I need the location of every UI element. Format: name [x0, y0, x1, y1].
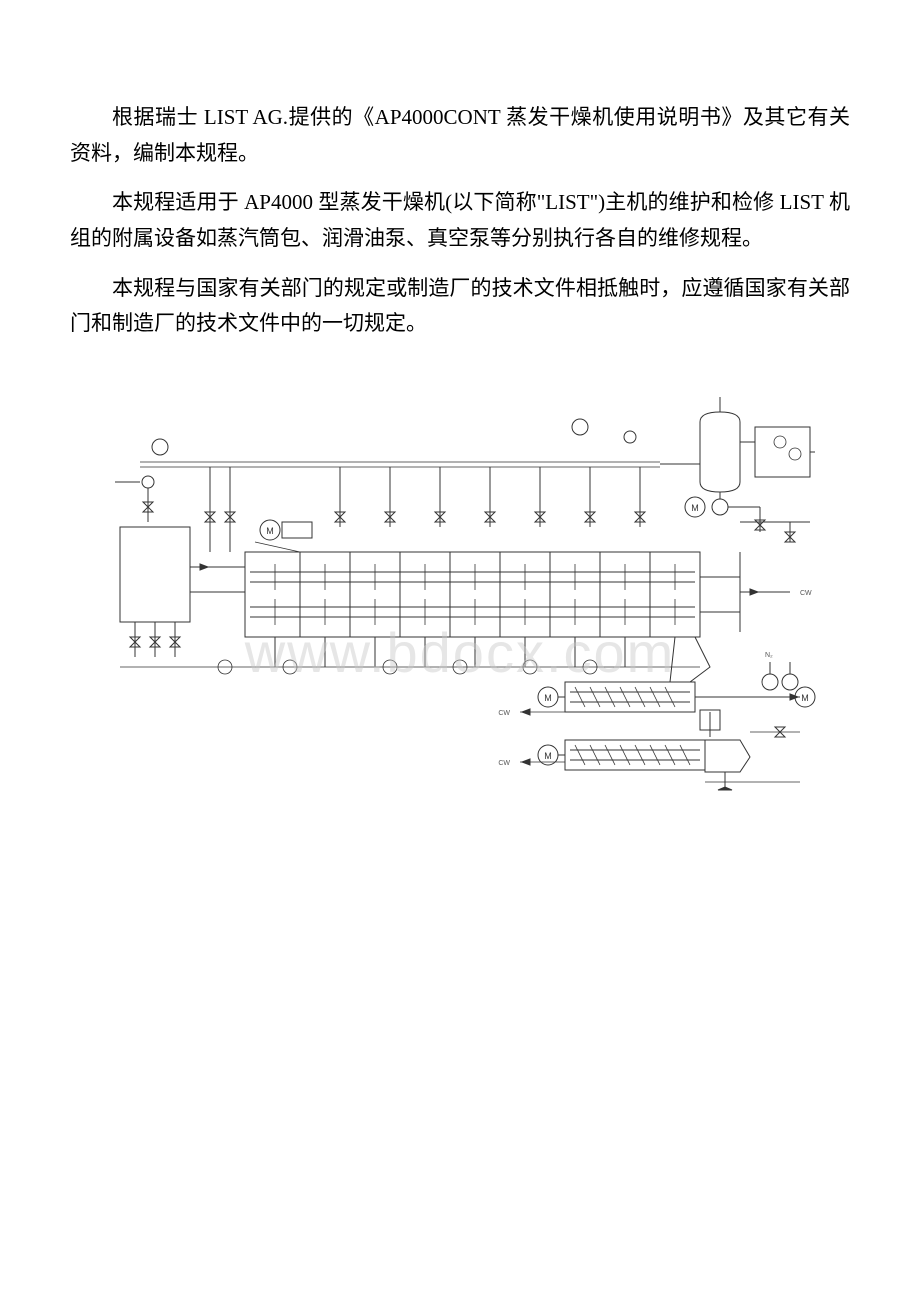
flow-label-cw: CW — [498, 760, 510, 767]
motor-label: M — [691, 503, 699, 513]
paragraph-1: 根据瑞士 LIST AG.提供的《AP4000CONT 蒸发干燥机使用说明书》及… — [70, 100, 850, 171]
instrument-icon — [624, 431, 636, 443]
motor-label: M — [544, 751, 552, 761]
instrument-icon — [572, 419, 588, 435]
diagram-container: M — [70, 392, 850, 792]
dryer-drains — [218, 637, 625, 674]
flow-label-n2: N₂ — [765, 652, 773, 659]
separator-vessel: M — [660, 397, 815, 542]
instrument-icon — [152, 439, 168, 455]
flow-label-cw: CW — [498, 710, 510, 717]
discharge-unit-1: M CW — [498, 637, 800, 737]
motor-label: M — [544, 693, 552, 703]
motor-label: M — [266, 526, 274, 536]
process-flow-diagram: M — [100, 392, 820, 792]
paragraph-2: 本规程适用于 AP4000 型蒸发干燥机(以下简称"LIST")主机的维护和检修… — [70, 185, 850, 256]
motor-label: M — [801, 693, 809, 703]
right-instrument-cluster: M N₂ — [750, 652, 815, 737]
paragraph-3: 本规程与国家有关部门的规定或制造厂的技术文件相抵触时，应遵循国家有关部门和制造厂… — [70, 271, 850, 342]
flow-label-cw: CW — [800, 590, 812, 597]
main-dryer-unit: M — [245, 520, 700, 637]
discharge-unit-2: M CW — [498, 740, 800, 790]
